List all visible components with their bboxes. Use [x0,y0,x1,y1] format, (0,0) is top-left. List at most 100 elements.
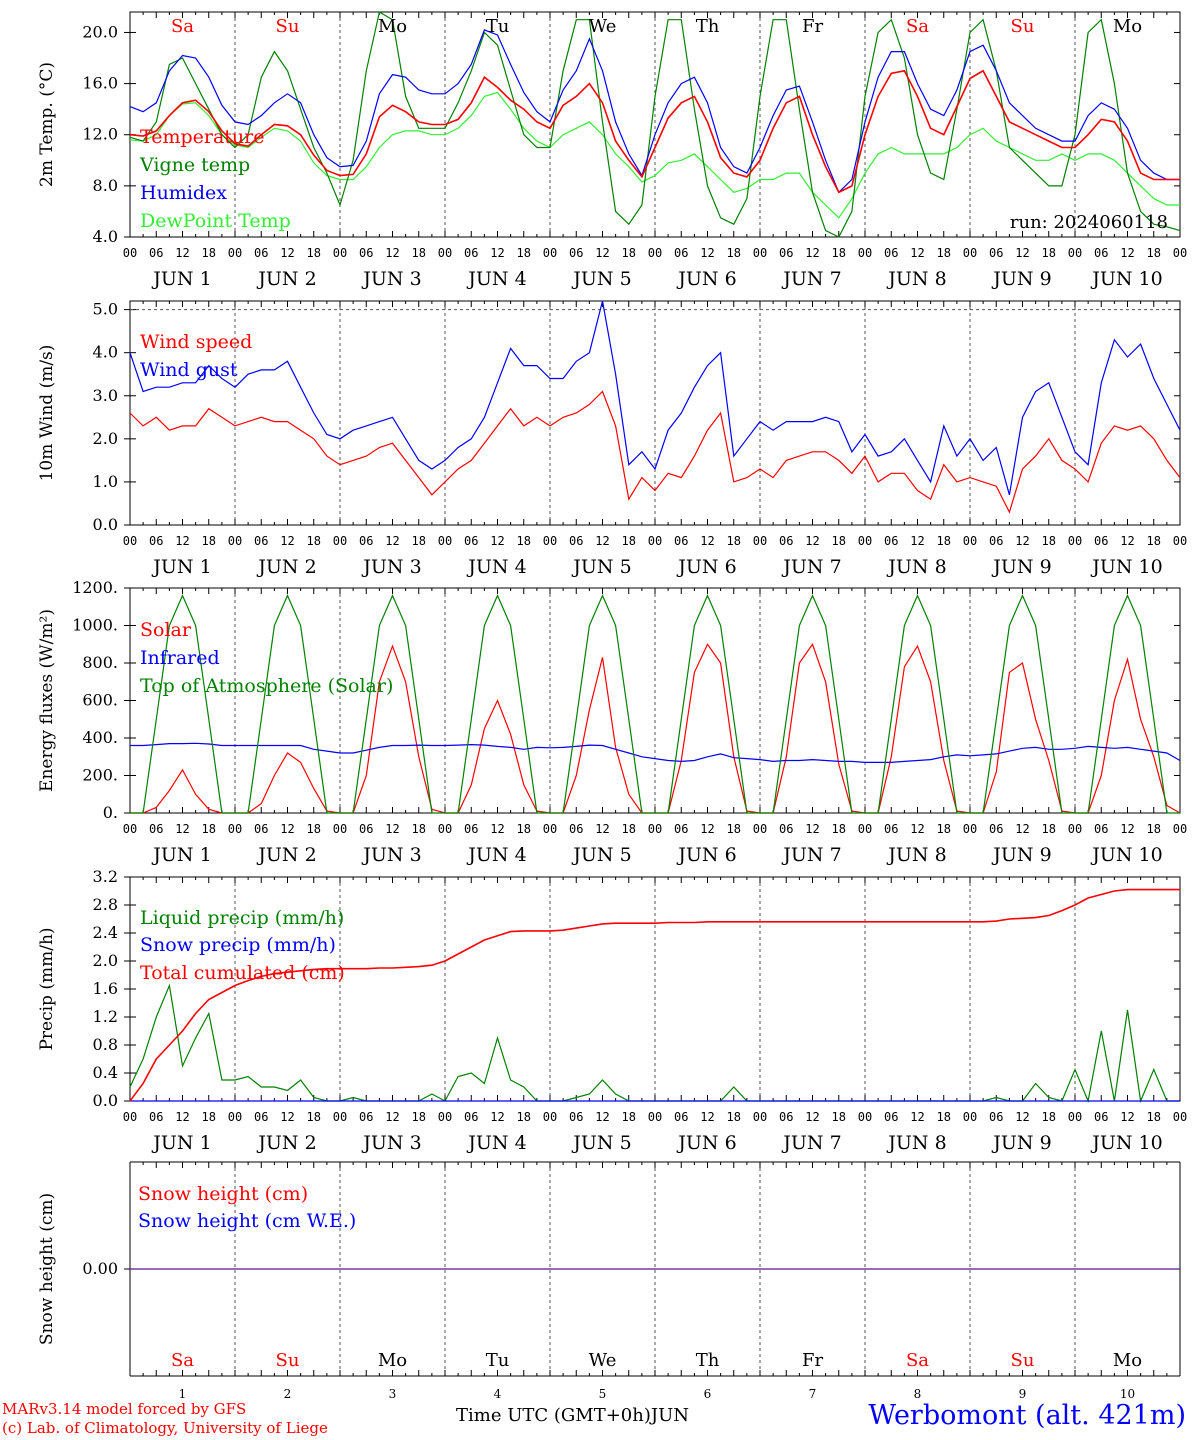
weekday-label: Sa [906,1350,929,1371]
y-tick-label: 0. [103,803,118,822]
day-label: JUN 3 [361,268,421,290]
legend-snow-height-cm-w-e-: Snow height (cm W.E.) [138,1210,356,1232]
hour-label: 06 [779,1110,793,1124]
day-label: JUN 9 [991,844,1051,866]
hour-label: 00 [123,246,137,260]
hour-label: 18 [412,534,426,548]
footer-credit-2: (c) Lab. of Climatology, University of L… [2,1419,328,1437]
day-label: JUN 10 [1090,844,1162,866]
hour-label: 00 [1068,534,1082,548]
hour-label: 12 [805,246,819,260]
hour-label: 06 [1094,1110,1108,1124]
y-tick-label: 200. [82,766,118,785]
hour-label: 12 [595,534,609,548]
panel-frame [129,587,1181,814]
hour-label: 18 [622,246,636,260]
hour-label: 00 [1173,1110,1187,1124]
weekday-label: Tu [486,1350,510,1371]
hour-label: 00 [753,534,767,548]
y-tick-label: 0.8 [93,1035,118,1054]
legend-snow-precip-mm-h-: Snow precip (mm/h) [140,934,336,956]
legend-solar: Solar [140,619,192,641]
hour-label: 18 [202,1110,216,1124]
x-axis-month: JUN [650,1405,690,1426]
hour-label: 06 [359,534,373,548]
y-axis-label: Energy fluxes (W/m²) [37,609,57,792]
hour-label: 18 [307,246,321,260]
day-number: 8 [914,1387,922,1401]
hour-label: 18 [727,534,741,548]
hour-label: 00 [438,1110,452,1124]
hour-label: 00 [228,822,242,836]
y-tick-label: 2.8 [93,895,118,914]
hour-label: 00 [1173,246,1187,260]
day-label: JUN 5 [571,1132,631,1154]
hour-label: 00 [1068,822,1082,836]
day-label: JUN 2 [256,844,316,866]
hour-label: 00 [333,1110,347,1124]
hour-label: 00 [1068,1110,1082,1124]
hour-label: 06 [359,1110,373,1124]
hour-label: 12 [1015,534,1029,548]
hour-label: 12 [910,534,924,548]
hour-label: 06 [359,822,373,836]
hour-label: 12 [805,534,819,548]
series-top-of-atmosphere-solar- [130,594,1180,814]
hour-label: 06 [569,1110,583,1124]
hour-label: 18 [517,246,531,260]
hour-label: 12 [700,1110,714,1124]
y-axis-label: Precip (mm/h) [37,927,57,1050]
hour-label: 06 [674,246,688,260]
weekday-label: Fr [802,16,823,37]
day-label: JUN 1 [151,556,211,578]
hour-label: 18 [1147,534,1161,548]
legend-total-cumulated-cm-: Total cumulated (cm) [140,962,345,984]
day-label: JUN 2 [256,556,316,578]
day-label: JUN 9 [991,268,1051,290]
hour-label: 18 [937,1110,951,1124]
hour-label: 06 [989,1110,1003,1124]
hour-label: 12 [175,822,189,836]
hour-label: 06 [254,246,268,260]
day-number: 6 [704,1387,712,1401]
hour-label: 00 [648,246,662,260]
hour-label: 00 [543,246,557,260]
legend-humidex: Humidex [140,182,227,204]
weekday-label: Su [276,16,300,37]
hour-label: 06 [1094,822,1108,836]
weekday-label: Tu [486,16,510,37]
day-label: JUN 1 [151,268,211,290]
hour-label: 06 [464,246,478,260]
hour-label: 06 [569,822,583,836]
hour-label: 18 [1042,1110,1056,1124]
hour-label: 12 [700,534,714,548]
day-label: JUN 5 [571,556,631,578]
hour-label: 18 [412,1110,426,1124]
footer-credit-1: MARv3.14 model forced by GFS [2,1400,247,1418]
day-number: 10 [1120,1387,1135,1401]
weekday-label: Mo [1113,1350,1142,1371]
legend-wind-speed: Wind speed [140,331,252,353]
hour-label: 12 [700,246,714,260]
y-tick-label: 1.6 [93,979,118,998]
day-label: JUN 8 [886,556,946,578]
series-wind-speed [129,390,1181,514]
hour-label: 12 [1120,246,1134,260]
hour-label: 00 [333,822,347,836]
hour-label: 12 [595,1110,609,1124]
hour-label: 06 [884,534,898,548]
hour-label: 00 [228,246,242,260]
x-axis-title: Time UTC (GMT+0h)JUN [456,1405,689,1426]
hour-label: 18 [1147,1110,1161,1124]
hour-label: 12 [280,1110,294,1124]
day-label: JUN 8 [886,268,946,290]
hour-label: 18 [937,534,951,548]
hour-label: 00 [858,534,872,548]
hour-label: 00 [1068,246,1082,260]
y-tick-label: 0.00 [82,1259,118,1278]
hour-label: 00 [228,534,242,548]
hour-label: 00 [438,822,452,836]
hour-label: 00 [648,1110,662,1124]
y-tick-label: 16.0 [82,74,118,93]
day-label: JUN 10 [1090,1132,1162,1154]
